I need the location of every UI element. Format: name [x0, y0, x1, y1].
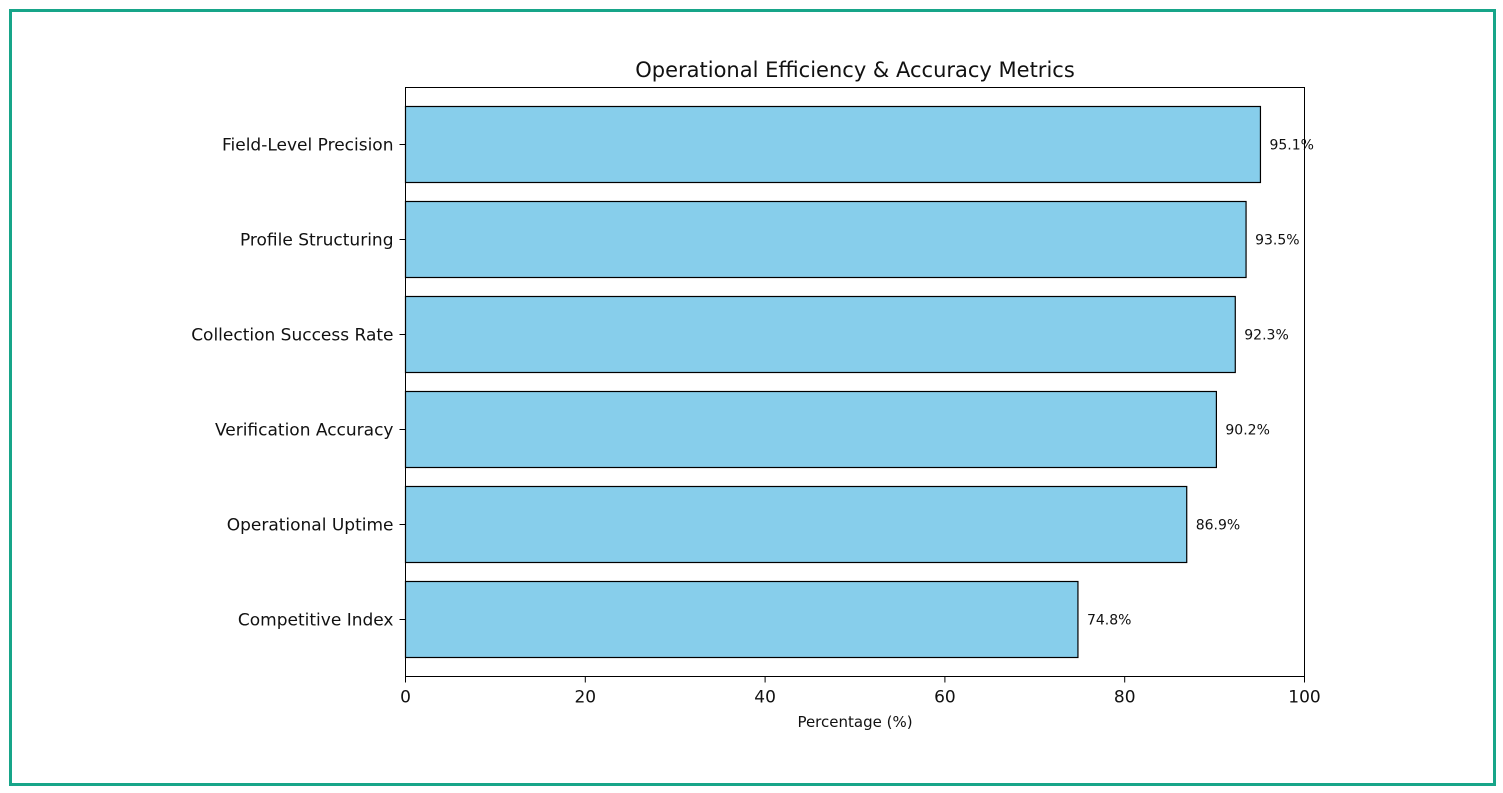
bar-field-level-precision — [404, 105, 1262, 184]
x-axis-label: Percentage (%) — [797, 713, 912, 731]
category-label: Competitive Index — [238, 611, 394, 631]
bar-profile-structuring — [404, 200, 1247, 279]
plot-area — [405, 87, 1305, 677]
value-label: 92.3% — [1244, 328, 1288, 344]
bar-operational-uptime — [404, 485, 1188, 564]
category-labels: Field-Level Precision Profile Structuring… — [191, 136, 406, 631]
category-label: Verification Accuracy — [215, 421, 394, 441]
x-axis-ticks: 0 20 40 60 80 100 — [400, 676, 1321, 708]
bar-competitive-index — [404, 580, 1079, 659]
x-tick-label: 80 — [1114, 688, 1136, 708]
value-label: 93.5% — [1255, 233, 1299, 249]
x-tick-label: 0 — [400, 688, 411, 708]
value-label: 86.9% — [1196, 518, 1240, 534]
x-tick-label: 60 — [934, 688, 956, 708]
category-label: Profile Structuring — [240, 231, 394, 251]
value-label: 90.2% — [1225, 423, 1269, 439]
x-tick-label: 20 — [574, 688, 596, 708]
value-labels: 95.1% 93.5% 92.3% 90.2% 86.9% 74.8% — [1087, 138, 1314, 629]
value-label: 74.8% — [1087, 613, 1131, 629]
category-label: Collection Success Rate — [191, 326, 393, 346]
chart-title: Operational Efficiency & Accuracy Metric… — [635, 58, 1075, 82]
x-tick-label: 100 — [1288, 688, 1320, 708]
bar-collection-success-rate — [404, 295, 1236, 374]
category-label: Operational Uptime — [227, 516, 394, 536]
bar-verification-accuracy — [404, 390, 1217, 469]
category-label: Field-Level Precision — [222, 136, 394, 156]
value-label: 95.1% — [1269, 138, 1313, 154]
x-tick-label: 40 — [754, 688, 776, 708]
bars-group — [404, 105, 1262, 659]
